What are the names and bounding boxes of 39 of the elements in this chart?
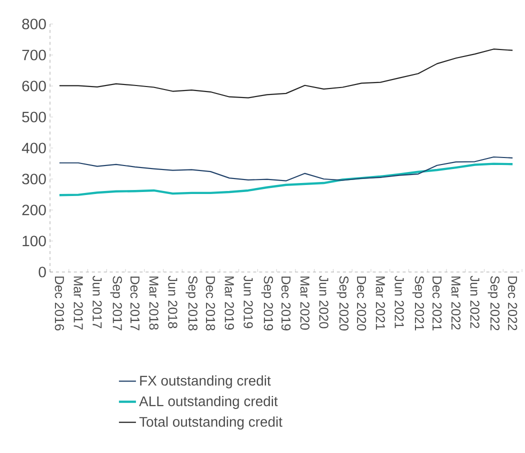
y-tick-label: 500 — [22, 112, 46, 122]
x-tick-label: Sep 2020 — [336, 276, 349, 330]
y-tick-label: 0 — [38, 266, 46, 278]
line-series — [58, 156, 514, 182]
y-tick-label: 600 — [22, 80, 46, 92]
x-tick-label: Mar 2019 — [224, 276, 234, 330]
y-tick-label: 200 — [22, 204, 46, 216]
x-tick-label: Dec 2018 — [206, 276, 216, 330]
y-tick-label: 700 — [22, 50, 46, 60]
y-tick-label: 300 — [22, 174, 46, 184]
x-tick-label: Jun 2020 — [319, 276, 328, 328]
legend-label: ALL outstanding credit — [139, 396, 278, 409]
x-tick-label: Sep 2018 — [186, 276, 198, 330]
x-tick-label: Dec 2019 — [281, 276, 291, 330]
x-tick-label: Mar 2022 — [451, 276, 461, 330]
x-tick-label: Jun 2021 — [394, 276, 404, 328]
x-tick-label: Mar 2021 — [376, 276, 385, 330]
x-tick-label: Jun 2017 — [92, 276, 102, 328]
line-series — [58, 48, 514, 98]
x-tick-label: Jun 2019 — [244, 276, 253, 328]
x-tick-label: Dec 2022 — [508, 276, 518, 330]
x-tick-label: Dec 2017 — [130, 276, 140, 330]
x-tick-label: Dec 2020 — [356, 276, 366, 330]
legend-label: Total outstanding credit — [139, 416, 282, 430]
x-tick-label: Sep 2021 — [412, 276, 424, 330]
x-tick-label: Jun 2022 — [470, 276, 480, 328]
x-tick-label: Sep 2017 — [110, 276, 122, 330]
y-tick-label: 400 — [22, 142, 46, 154]
x-tick-label: Mar 2020 — [300, 276, 310, 330]
x-tick-label: Dec 2016 — [54, 276, 64, 330]
x-tick-label: Mar 2018 — [149, 276, 158, 330]
x-tick-label: Sep 2019 — [261, 276, 273, 330]
x-tick-label: Mar 2017 — [74, 276, 83, 330]
y-tick-label: 800 — [22, 18, 46, 30]
x-tick-label: Sep 2022 — [488, 276, 500, 330]
y-tick-label: 100 — [22, 236, 46, 246]
legend-label: FX outstanding credit — [140, 375, 271, 388]
x-tick-label: Jun 2018 — [168, 276, 178, 328]
x-tick-label: Dec 2021 — [432, 276, 442, 330]
